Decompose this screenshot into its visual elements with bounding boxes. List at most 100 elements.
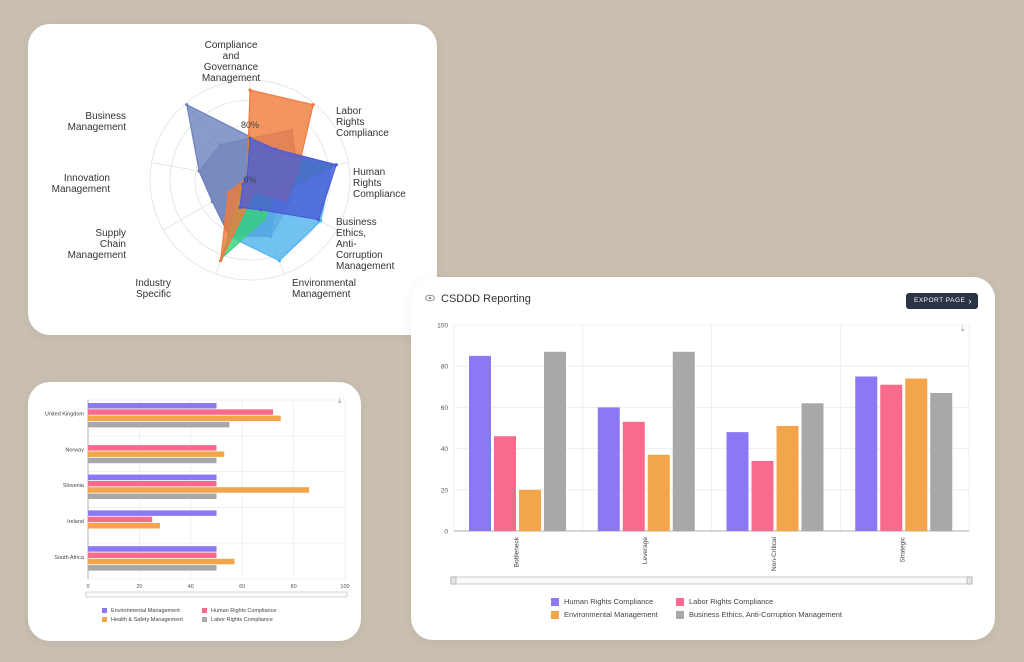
radar-axis-label: Innovation Management [52, 173, 111, 195]
scrollbar-handle-left[interactable] [450, 576, 457, 585]
bar-non-critical-0[interactable] [726, 432, 749, 531]
legend-item[interactable]: Environmental Management [551, 610, 658, 620]
x-tick-label: 60 [239, 584, 245, 590]
bar-bottleneck-0[interactable] [469, 355, 491, 531]
export-page-label: EXPORT PAGE [914, 297, 966, 304]
radar-point[interactable] [197, 169, 201, 173]
legend-item[interactable]: Business Ethics, Anti-Corruption Managem… [676, 610, 842, 620]
radar-point[interactable] [241, 182, 245, 186]
y-tick-label: 100 [437, 323, 448, 330]
legend-item[interactable]: Environmental Management [102, 608, 180, 614]
legend-label: Business Ethics, Anti-Corruption Managem… [689, 610, 842, 619]
radar-point[interactable] [226, 190, 230, 195]
bar-leverage-3[interactable] [672, 351, 695, 531]
radar-point[interactable] [238, 205, 242, 210]
legend-item[interactable]: Human Rights Compliance [202, 608, 276, 614]
x-tick-label: Bottleneck [513, 536, 520, 567]
hbar-2-3[interactable] [88, 493, 217, 500]
bar-leverage-2[interactable] [647, 454, 670, 531]
radar-axis-label: Business Ethics, Anti-Corruption Management [336, 217, 395, 272]
bar-strategic-0[interactable] [855, 376, 878, 532]
hbar-3-1[interactable] [88, 516, 153, 523]
y-tick-label: 40 [441, 446, 449, 453]
y-tick-label: Ireland [67, 519, 84, 525]
hbar-4-1[interactable] [88, 552, 217, 559]
hbar-1-3[interactable] [88, 457, 217, 464]
hbar-1-2[interactable] [88, 451, 225, 457]
bar-leverage-1[interactable] [622, 421, 645, 531]
bar-non-critical-1[interactable] [751, 460, 774, 531]
hbar-0-1[interactable] [88, 409, 274, 415]
hbar-4-3[interactable] [88, 565, 217, 571]
bar-bottleneck-1[interactable] [494, 436, 516, 531]
radar-point[interactable] [316, 217, 321, 222]
bar-non-critical-3[interactable] [801, 403, 824, 531]
bar-bottleneck-3[interactable] [544, 351, 566, 531]
bar-strategic-2[interactable] [905, 378, 928, 531]
scrollbar-track[interactable] [85, 591, 348, 598]
radar-axis-label: Business Management [68, 111, 127, 133]
radar-axis-label: Industry Specific [135, 278, 171, 300]
hbar-4-0[interactable] [88, 546, 217, 552]
hbar-0-2[interactable] [88, 415, 281, 422]
legend-label: Labor Rights Compliance [211, 617, 273, 623]
download-icon[interactable]: ⤓ [961, 324, 965, 333]
bar-strategic-1[interactable] [880, 384, 903, 531]
csddd-legend: Human Rights Compliance Labor Rights Comp… [551, 597, 971, 627]
y-tick-label: 20 [441, 487, 449, 494]
hbar-3-0[interactable] [88, 510, 217, 516]
export-page-button[interactable]: EXPORT PAGE › [906, 293, 978, 309]
country-bar-chart-card: ⤓ 0 20 40 60 80 100 United Kingdom Norway Sloven… [28, 382, 361, 641]
legend-item[interactable]: Health & Safety Management [102, 617, 183, 623]
x-tick-label: 80 [291, 584, 297, 590]
radar-point[interactable] [334, 163, 338, 167]
hbar-4-2[interactable] [88, 558, 235, 565]
radar-point[interactable] [248, 136, 252, 140]
legend-item[interactable]: Labor Rights Compliance [676, 597, 773, 607]
page-title: CSDDD Reporting [441, 293, 531, 305]
hbar-3-2[interactable] [88, 523, 160, 529]
x-tick-label: Non-Critical [771, 536, 778, 571]
legend-swatch [676, 598, 684, 607]
scrollbar-track[interactable] [450, 576, 973, 585]
radar-point[interactable] [311, 103, 315, 107]
legend-swatch [102, 617, 107, 623]
download-icon[interactable]: ⤓ [338, 396, 342, 405]
hbar-0-0[interactable] [88, 403, 217, 409]
radar-point[interactable] [274, 147, 278, 151]
radar-chart: 0% 80% Compliance and Governance Management L… [52, 40, 407, 300]
bar-leverage-0[interactable] [597, 407, 620, 531]
bar-strategic-3[interactable] [930, 392, 953, 531]
radar-point[interactable] [185, 103, 189, 107]
x-tick-label: 40 [188, 584, 194, 590]
hbar-1-1[interactable] [88, 445, 217, 451]
bar-bottleneck-2[interactable] [519, 489, 541, 531]
radar-axis-label: Environmental Management [292, 278, 356, 300]
radar-point[interactable] [262, 217, 266, 221]
y-tick-label: 0 [444, 529, 448, 536]
radar-point[interactable] [259, 208, 263, 212]
radar-point[interactable] [219, 259, 223, 263]
bar-non-critical-2[interactable] [776, 425, 799, 531]
hbar-0-3[interactable] [88, 421, 230, 428]
radar-point[interactable] [277, 259, 281, 263]
legend-label: Health & Safety Management [111, 617, 183, 623]
y-tick-label: South Africa [54, 555, 85, 561]
radar-point[interactable] [248, 88, 252, 92]
hbar-2-1[interactable] [88, 480, 217, 487]
radar-point[interactable] [245, 175, 249, 179]
radar-point[interactable] [210, 200, 215, 204]
hbar-2-0[interactable] [88, 474, 217, 481]
radar-point[interactable] [244, 177, 248, 181]
legend-item[interactable]: Human Rights Compliance [551, 597, 653, 607]
country-bar-legend: Environmental Management Human Rights Com… [102, 608, 352, 628]
y-tick-label: Slovenia [63, 483, 85, 489]
scrollbar-handle-right[interactable] [966, 576, 973, 585]
hbar-2-2[interactable] [88, 487, 310, 493]
csddd-bar-chart: 0 20 40 60 80 100 Bottleneck Leverage Non-Critic… [437, 323, 973, 585]
legend-item[interactable]: Labor Rights Compliance [202, 617, 273, 623]
legend-swatch [551, 611, 559, 620]
chart-scrollbar[interactable] [450, 576, 973, 585]
y-tick-label: United Kingdom [45, 412, 85, 418]
eye-icon[interactable] [425, 294, 435, 302]
